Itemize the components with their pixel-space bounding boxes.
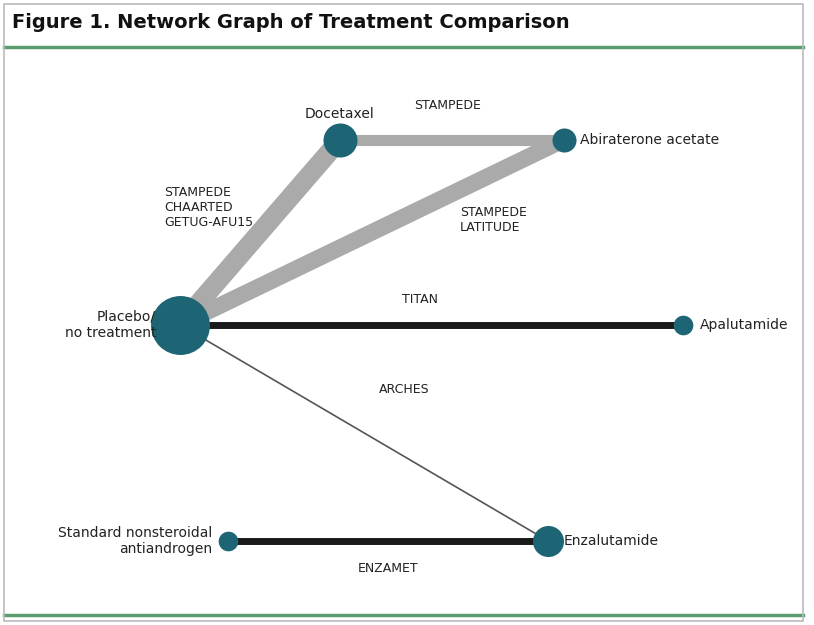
Text: Figure 1. Network Graph of Treatment Comparison: Figure 1. Network Graph of Treatment Com… [12, 13, 570, 32]
Text: Standard nonsteroidal
antiandrogen: Standard nonsteroidal antiandrogen [58, 526, 212, 556]
Point [221, 536, 234, 546]
Text: ENZAMET: ENZAMET [357, 562, 418, 575]
Text: Enzalutamide: Enzalutamide [563, 534, 659, 548]
Text: STAMPEDE
CHAARTED
GETUG-AFU15: STAMPEDE CHAARTED GETUG-AFU15 [164, 186, 253, 229]
Text: STAMPEDE: STAMPEDE [414, 99, 481, 112]
Point [541, 536, 554, 546]
Point [557, 135, 570, 145]
Text: Placebo/
no treatment: Placebo/ no treatment [64, 310, 156, 340]
Text: Apalutamide: Apalutamide [699, 318, 788, 332]
Text: ARCHES: ARCHES [379, 382, 429, 396]
Text: STAMPEDE
LATITUDE: STAMPEDE LATITUDE [460, 206, 527, 234]
Point [333, 135, 346, 145]
Text: Abiraterone acetate: Abiraterone acetate [580, 133, 719, 147]
Text: TITAN: TITAN [402, 293, 438, 306]
Point [677, 320, 690, 330]
Point [173, 320, 186, 330]
Text: Docetaxel: Docetaxel [305, 107, 374, 121]
